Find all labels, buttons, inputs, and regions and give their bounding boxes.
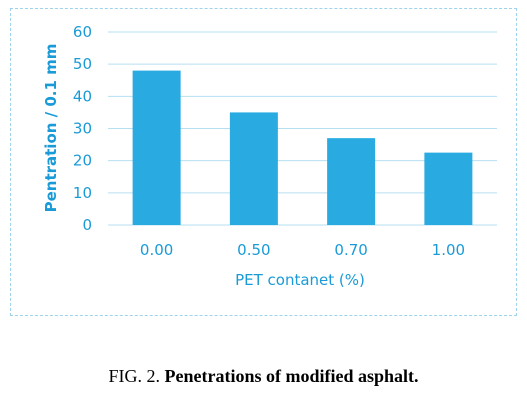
chart-frame: [10, 8, 517, 316]
x-tick-label: 1.00: [432, 241, 465, 259]
y-tick-label: 0: [82, 216, 92, 234]
y-axis-label: Pentration / 0.1 mm: [42, 44, 60, 213]
y-tick-label: 50: [73, 55, 92, 73]
bars: [132, 70, 473, 225]
bar-0.70: [327, 138, 376, 225]
y-tick-label: 40: [73, 87, 92, 105]
x-axis-label: PET contanet (%): [235, 271, 365, 289]
bar-0.50: [229, 112, 278, 225]
x-tick-label: 0.50: [237, 241, 270, 259]
bar-chart: 0 10 20 30 40 50 60 0.00 0.50 0.70 1.00 Pentratio…: [42, 23, 497, 289]
figure-caption: FIG. 2. Penetrations of modified asphalt…: [0, 366, 527, 387]
caption-prefix: FIG. 2.: [108, 366, 160, 386]
y-tick-labels: 0 10 20 30 40 50 60: [73, 23, 92, 234]
caption-title: Penetrations of modified asphalt.: [164, 366, 419, 386]
y-tick-label: 10: [73, 184, 92, 202]
x-tick-label: 0.70: [334, 241, 367, 259]
bar-0.00: [132, 70, 181, 225]
y-tick-label: 60: [73, 23, 92, 41]
x-tick-labels: 0.00 0.50 0.70 1.00: [140, 241, 465, 259]
x-tick-label: 0.00: [140, 241, 173, 259]
bar-1.00: [424, 152, 473, 225]
y-tick-label: 30: [73, 120, 92, 138]
y-tick-label: 20: [73, 152, 92, 170]
